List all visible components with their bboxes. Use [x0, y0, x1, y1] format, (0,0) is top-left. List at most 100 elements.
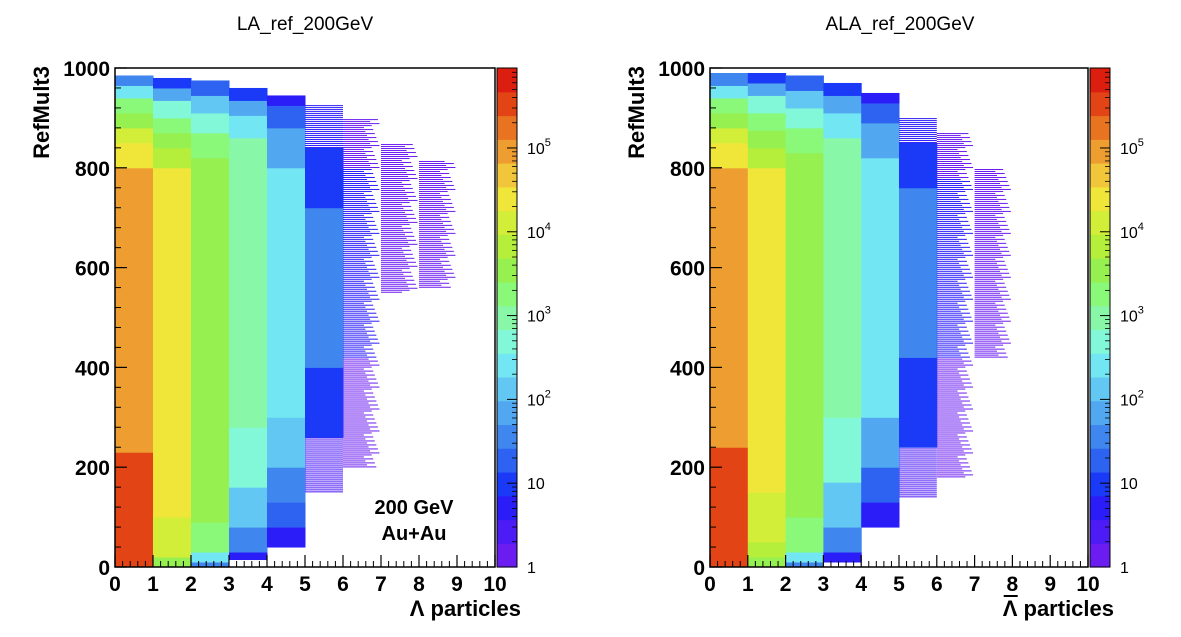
heatmap-cell	[785, 107, 824, 129]
heatmap-cell	[343, 346, 364, 348]
heatmap-cell	[343, 224, 377, 226]
heatmap-cell	[115, 167, 154, 294]
heatmap-cell	[267, 417, 306, 468]
heatmap-cell	[936, 266, 961, 268]
heatmap-cell	[343, 165, 371, 167]
heatmap-cell	[936, 416, 960, 418]
heatmap-cell	[419, 222, 444, 224]
heatmap-cell	[936, 352, 969, 354]
heatmap-cell	[343, 159, 377, 161]
heatmap-cell	[343, 456, 364, 458]
heatmap-cell	[381, 209, 413, 211]
heatmap-cell	[936, 446, 963, 448]
heatmap-cell	[899, 474, 937, 476]
color-scale-band	[497, 519, 517, 544]
color-scale-band	[497, 210, 517, 235]
heatmap-cell	[381, 221, 418, 223]
heatmap-cell	[381, 164, 404, 166]
heatmap-cell	[936, 236, 958, 238]
heatmap-cell	[974, 310, 999, 312]
heatmap-cell	[305, 459, 343, 461]
heatmap-cell	[343, 316, 378, 318]
heatmap-cell	[343, 262, 366, 264]
heatmap-cell	[343, 294, 378, 296]
heatmap-cell	[899, 136, 937, 138]
heatmap-cell	[419, 244, 444, 246]
heatmap-cell	[343, 376, 368, 378]
heatmap-cell	[974, 174, 997, 176]
heatmap-cell	[381, 187, 413, 189]
heatmap-cell	[974, 240, 997, 242]
heatmap-cell	[936, 314, 963, 316]
heatmap-cell	[153, 117, 192, 134]
heatmap-cell	[343, 194, 374, 196]
heatmap-cell	[381, 225, 402, 227]
heatmap-cell	[899, 476, 937, 478]
heatmap-cell	[936, 282, 967, 284]
heatmap-cell	[229, 87, 268, 101]
heatmap-cell	[936, 358, 963, 360]
heatmap-cell	[381, 148, 415, 150]
y-tick-label: 1000	[658, 58, 705, 81]
heatmap-cell	[381, 144, 413, 146]
heatmap-cell	[343, 236, 364, 238]
heatmap-cell	[861, 417, 900, 468]
heatmap-cell	[936, 256, 966, 258]
x-tick-label: 6	[931, 573, 943, 596]
color-scale-band	[497, 115, 517, 140]
heatmap-cell	[974, 206, 1010, 208]
heatmap-cell	[419, 242, 451, 244]
heatmap-cell	[115, 97, 154, 114]
heatmap-cell	[899, 496, 937, 498]
heatmap-cell	[343, 216, 374, 218]
heatmap-cell	[343, 328, 366, 330]
heatmap-cell	[343, 137, 377, 139]
heatmap-cell	[381, 215, 407, 217]
color-scale-band	[497, 258, 517, 283]
heatmap-cell	[343, 364, 380, 366]
heatmap-cell	[229, 527, 268, 553]
heatmap-cell	[343, 428, 371, 430]
heatmap-cell	[343, 350, 366, 352]
heatmap-cell	[936, 380, 963, 382]
heatmap-cell	[343, 153, 366, 155]
heatmap-cell	[936, 159, 970, 161]
heatmap-cell	[974, 178, 999, 180]
heatmap-cell	[974, 304, 1005, 306]
color-scale-band	[1090, 448, 1110, 473]
heatmap-cell	[381, 223, 410, 225]
heatmap-cell	[381, 199, 418, 201]
color-scale-band	[497, 281, 517, 307]
x-axis-title: Λ particles	[1003, 596, 1114, 621]
heatmap-cell	[974, 230, 1002, 232]
x-tick-label: 9	[1044, 573, 1056, 596]
heatmap-cell	[974, 238, 1005, 240]
heatmap-cell	[936, 376, 961, 378]
heatmap-cell	[343, 442, 368, 444]
heatmap-cell	[936, 200, 961, 202]
heatmap-cell	[974, 284, 997, 286]
heatmap-cell	[343, 230, 371, 232]
heatmap-cell	[381, 255, 406, 257]
heatmap-cell	[305, 115, 343, 117]
heatmap-cell	[974, 232, 1011, 234]
heatmap-cell	[343, 135, 368, 137]
heatmap-cell	[343, 260, 374, 262]
heatmap-cell	[936, 434, 958, 436]
heatmap-cell	[343, 292, 369, 294]
x-tick-label: 3	[818, 573, 830, 596]
heatmap-cell	[899, 490, 937, 492]
heatmap-cell	[974, 286, 1007, 288]
heatmap-cell	[343, 436, 374, 438]
heatmap-cell	[936, 182, 963, 184]
heatmap-cell	[861, 502, 900, 528]
heatmap-cell	[899, 118, 937, 120]
y-tick-label: 600	[75, 258, 110, 281]
color-scale-band	[497, 424, 517, 449]
heatmap-cell	[936, 188, 974, 190]
heatmap-cell	[305, 131, 343, 133]
heatmap-cell	[343, 348, 374, 350]
heatmap-cell	[936, 460, 960, 462]
heatmap-cell	[936, 139, 963, 141]
heatmap-cell	[381, 235, 415, 237]
